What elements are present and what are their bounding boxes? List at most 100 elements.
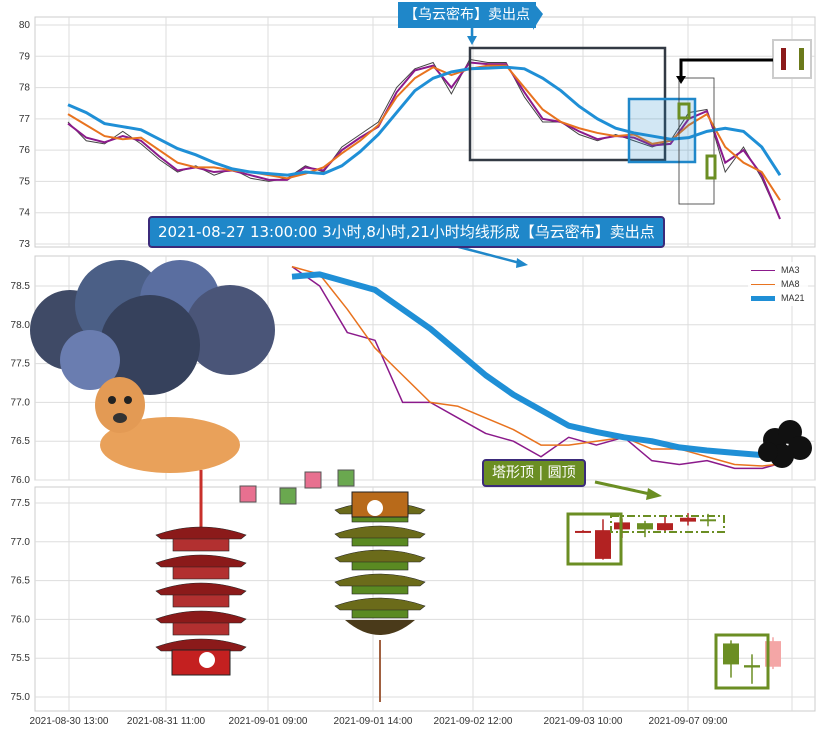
x-tick-label: 2021-09-02 12:00 — [434, 716, 513, 727]
y-tick-label: 77.5 — [11, 498, 31, 509]
pointer-arrow — [454, 244, 521, 265]
y-tick-label: 78 — [19, 83, 31, 94]
legend-item-ma21: MA21 — [751, 291, 805, 305]
pattern-tag: 塔形顶 | 圆顶 — [482, 459, 586, 487]
candle-body — [744, 665, 760, 668]
dog-nose — [113, 413, 127, 423]
y-tick-label: 76 — [19, 145, 31, 156]
y-tick-label: 76.0 — [11, 614, 31, 625]
dark-cloud-icon — [758, 420, 812, 468]
dog-eye — [108, 396, 116, 404]
mini-candle-box — [677, 102, 691, 120]
y-tick-label: 77.5 — [11, 359, 31, 370]
line-ma3 — [291, 265, 791, 470]
pointer-arrow — [679, 58, 773, 78]
candle-body — [723, 643, 739, 665]
pattern-box — [714, 633, 770, 690]
pointer-arrow — [594, 480, 651, 496]
pagoda-roof — [155, 554, 247, 568]
x-tick-label: 2021-08-30 13:00 — [30, 716, 109, 727]
pagoda-roof — [334, 549, 426, 563]
candle-body — [680, 517, 696, 522]
candle-body — [575, 530, 591, 533]
candle-body — [700, 519, 716, 522]
pagoda-emblem — [199, 652, 215, 668]
highlight-box — [468, 46, 667, 162]
signal-banner: 2021-08-27 13:00:00 3小时,8小时,21小时均线形成【乌云密… — [148, 216, 665, 248]
candle — [657, 516, 673, 532]
mini-candle-box — [705, 154, 717, 180]
y-tick-label: 77 — [19, 114, 31, 125]
candle — [744, 654, 760, 684]
dog-illustration — [95, 377, 240, 473]
arrowhead-icon — [646, 488, 662, 500]
y-tick-label: 76.5 — [11, 436, 31, 447]
candle-body — [637, 523, 653, 530]
thumbnail-icon — [772, 39, 812, 79]
x-tick-label: 2021-09-07 09:00 — [649, 716, 728, 727]
y-tick-label: 77.0 — [11, 537, 31, 548]
dog-eye — [124, 396, 132, 404]
arrowhead-icon — [467, 36, 477, 45]
cloud-puff — [100, 295, 200, 395]
y-tick-label: 77.0 — [11, 397, 31, 408]
x-tick-label: 2021-09-01 14:00 — [334, 716, 413, 727]
cloud-puff — [758, 442, 778, 462]
line-ma8 — [291, 265, 791, 467]
candle — [723, 640, 739, 678]
arrow-sticker-icon — [239, 485, 257, 503]
y-tick-label: 74 — [19, 208, 31, 219]
legend-label: MA8 — [781, 279, 800, 289]
y-tick-label: 78.5 — [11, 281, 31, 292]
y-tick-label: 76.5 — [11, 576, 31, 587]
mini-pagoda-icon — [799, 48, 804, 70]
candle — [575, 530, 591, 533]
pagoda-roof — [155, 582, 247, 596]
cloud-puff — [185, 285, 275, 375]
candle — [595, 519, 611, 560]
storm-cloud-icon — [30, 260, 275, 395]
mini-pagoda-icon — [781, 48, 786, 70]
y-tick-label: 79 — [19, 51, 31, 62]
y-tick-label: 73 — [19, 239, 31, 250]
pattern-box — [566, 512, 623, 566]
cloud-puff — [60, 330, 120, 390]
line-ma8 — [67, 64, 781, 201]
dog-body — [100, 417, 240, 473]
arrowhead-icon — [676, 76, 686, 84]
legend-item-ma8: MA8 — [751, 277, 805, 291]
x-tick-label: 2021-08-31 11:00 — [127, 716, 206, 727]
pagoda-roof — [334, 573, 426, 587]
line-ma21 — [67, 65, 782, 177]
arrow-sticker-icon — [337, 469, 355, 487]
pagoda-roof — [155, 526, 247, 540]
panel-bottom: 75.0 75.5 76.0 76.5 77.0 77.5 — [11, 486, 816, 712]
dog-head — [95, 377, 145, 433]
y-tick-label: 75 — [19, 176, 31, 187]
cloud-puff — [788, 436, 812, 460]
y-tick-label: 78.0 — [11, 320, 31, 331]
highlight-box-blue — [627, 97, 697, 164]
pagoda-bottom — [345, 620, 415, 635]
highlight-box-thin — [678, 77, 715, 205]
signal-tag: 【乌云密布】卖出点 — [398, 2, 536, 28]
pagoda-roof — [334, 597, 426, 611]
candle — [637, 520, 653, 538]
x-tick-label: 2021-09-03 10:00 — [544, 716, 623, 727]
arrow-sticker-icon — [304, 471, 322, 489]
y-tick-label: 75.0 — [11, 692, 31, 703]
arrow-sticker-icon — [279, 487, 297, 505]
pagoda-roof — [155, 610, 247, 624]
legend: MA3 MA8 MA21 — [748, 262, 808, 306]
pagoda-roof — [334, 525, 426, 539]
candle-body — [595, 530, 611, 559]
x-tick-label: 2021-09-01 09:00 — [229, 716, 308, 727]
arrowhead-icon — [516, 258, 528, 268]
legend-label: MA21 — [781, 293, 805, 303]
pagoda-roof — [155, 638, 247, 652]
y-tick-label: 75.5 — [11, 653, 31, 664]
legend-label: MA3 — [781, 265, 800, 275]
candle-body — [657, 523, 673, 531]
